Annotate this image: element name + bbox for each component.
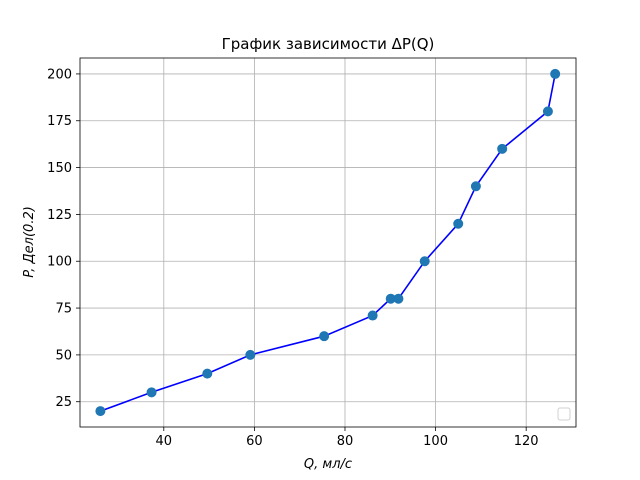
y-axis-label: P, Дел(0.2) [22, 206, 37, 278]
y-tick-label: 50 [55, 348, 72, 363]
plot-frame [79, 57, 577, 428]
data-point [497, 143, 508, 154]
legend-box [557, 407, 571, 421]
data-point [319, 331, 330, 342]
data-point [542, 106, 553, 117]
x-tick-label: 100 [423, 434, 448, 449]
x-tick-label: 120 [514, 434, 539, 449]
x-tick-label: 80 [337, 434, 354, 449]
data-point [202, 368, 213, 379]
y-axis-ticks: 25 50 75 100 125 150 175 200 [47, 67, 80, 410]
x-tick-label: 60 [246, 434, 263, 449]
data-point [453, 218, 464, 229]
data-point [146, 387, 157, 398]
data-point [550, 68, 561, 79]
y-tick-label: 100 [47, 255, 72, 270]
x-tick-label: 40 [156, 434, 173, 449]
chart-title: График зависимости ΔP(Q) [222, 35, 435, 53]
data-point [367, 310, 378, 321]
x-axis-label: Q, мл/с [304, 457, 352, 472]
y-tick-label: 200 [47, 67, 72, 82]
data-point [419, 256, 430, 267]
data-point [470, 181, 481, 192]
data-point [95, 406, 106, 417]
data-point [245, 349, 256, 360]
data-point [393, 293, 404, 304]
grid [80, 58, 576, 427]
y-tick-label: 75 [55, 302, 72, 317]
y-tick-label: 25 [55, 395, 72, 410]
data-markers [95, 68, 561, 417]
y-tick-label: 175 [47, 114, 72, 129]
x-axis-ticks: 40 60 80 100 120 [156, 427, 539, 449]
y-tick-label: 150 [47, 161, 72, 176]
y-tick-label: 125 [47, 208, 72, 223]
